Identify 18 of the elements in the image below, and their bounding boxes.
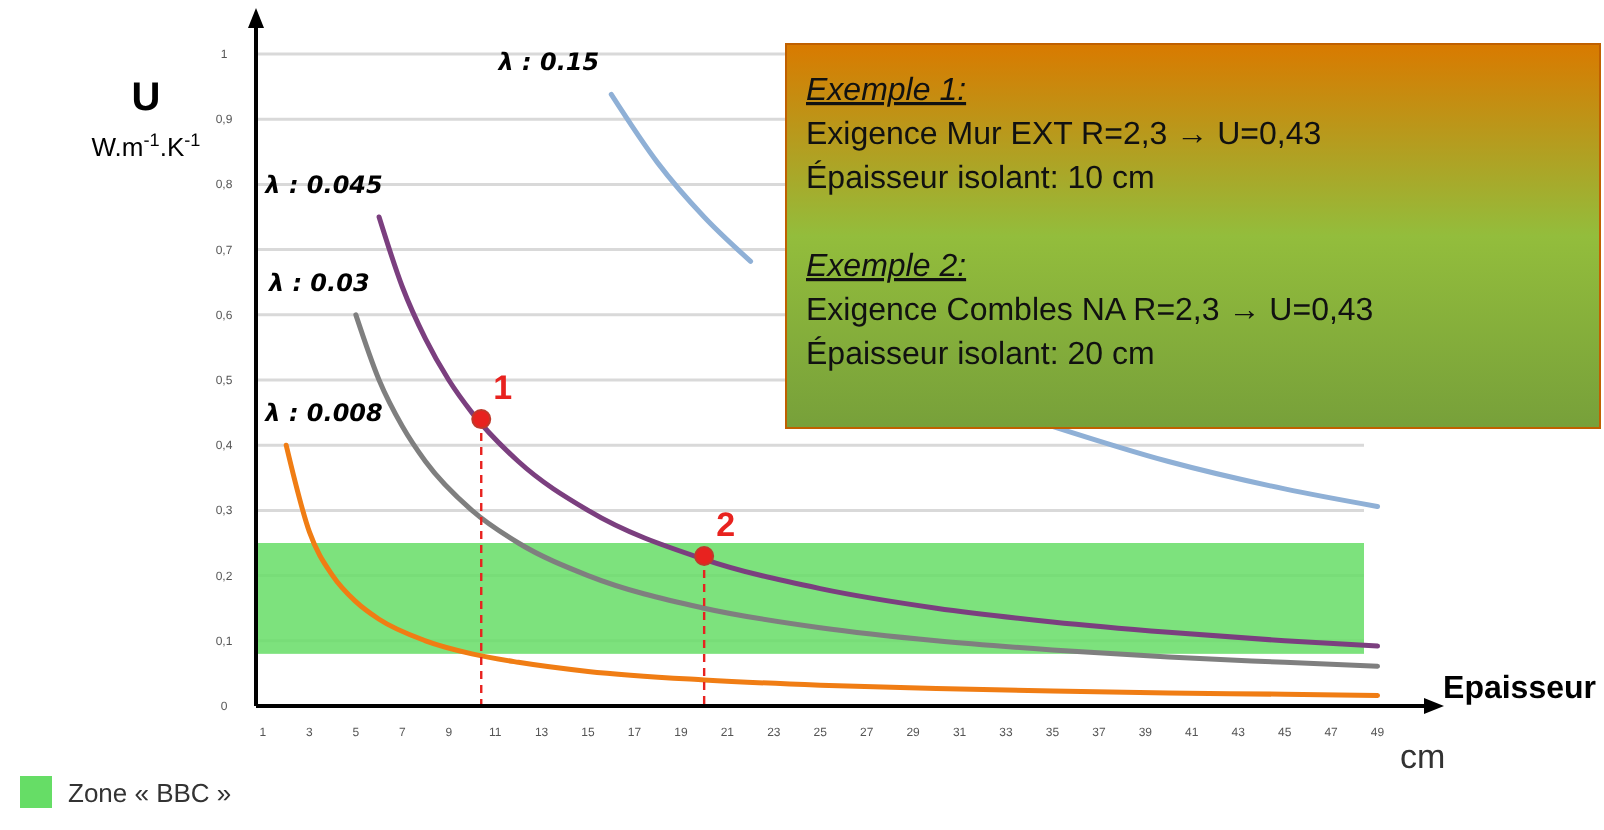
line-series: [283, 442, 1381, 699]
series-label: λ : 0.008: [263, 399, 383, 428]
x-axis-title: Epaisseur: [1443, 672, 1596, 706]
annotation: 2: [716, 506, 736, 545]
annotation: 1: [493, 369, 513, 408]
y-axis-title: U: [131, 76, 161, 120]
annotation: Épaisseur isolant: 20 cm: [806, 336, 1155, 372]
series-label: λ : 0.03: [266, 268, 370, 297]
annotation: Exigence Mur EXT R=2,3 → U=0,43: [806, 118, 1322, 152]
annotation: Exigence Combles NA R=2,3 → U=0,43: [806, 294, 1374, 328]
text: cm: [1400, 738, 1446, 776]
annotation: Exemple 2:: [806, 250, 967, 284]
series-label: λ : 0.15: [496, 48, 600, 77]
annotation: Épaisseur isolant: 10 cm: [806, 160, 1155, 196]
annotation: Exemple 1:: [806, 74, 967, 108]
series-label: λ : 0.045: [263, 171, 383, 199]
legend-label: Zone « BBC »: [68, 778, 232, 808]
text: W.m$^{-1}$.K$^{-1}$: [91, 130, 201, 162]
